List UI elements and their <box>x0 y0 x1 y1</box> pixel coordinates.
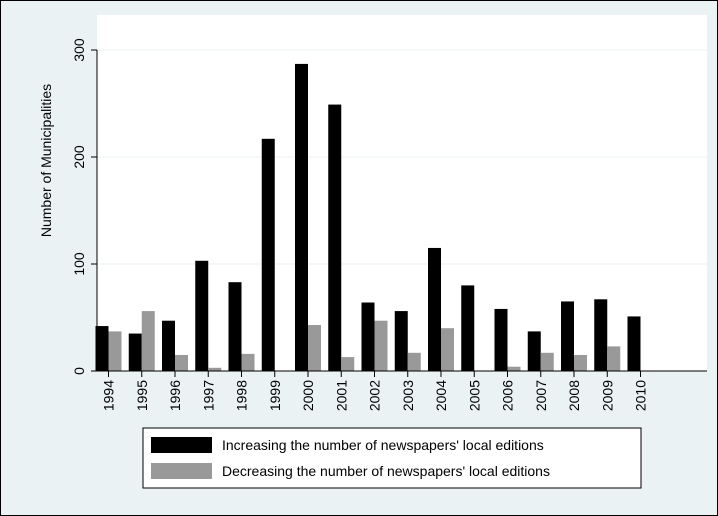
x-tick-label: 2004 <box>433 380 449 411</box>
bar-decreasing-1994 <box>108 331 122 371</box>
x-tick-label: 1995 <box>134 380 150 411</box>
bar-increasing-1997 <box>195 260 209 371</box>
bar-increasing-2003 <box>394 311 408 371</box>
axes: 0 100 200 300 1994 1995 1996 1997 1998 1999 2000 20… <box>71 38 707 411</box>
bar-decreasing-2007 <box>540 352 554 371</box>
x-tick-label: 2007 <box>533 380 549 411</box>
bar-decreasing-1997 <box>208 367 222 371</box>
bar-increasing-1996 <box>162 320 175 371</box>
bar-increasing-2010 <box>627 316 641 371</box>
bar-increasing-2000 <box>295 63 308 371</box>
legend-label: Increasing the number of newspapers' loc… <box>222 437 544 453</box>
x-tick-label: 1999 <box>267 380 283 411</box>
bar-decreasing-2001 <box>341 357 355 371</box>
bar-increasing-2007 <box>527 331 541 371</box>
legend-key <box>151 463 212 479</box>
bar-increasing-1999 <box>261 138 275 371</box>
x-tick-label: 2010 <box>633 380 649 411</box>
bar-increasing-2006 <box>494 308 508 371</box>
x-tick-label: 1994 <box>101 380 117 411</box>
bar-decreasing-2004 <box>441 328 454 371</box>
legend-label: Decreasing the number of newspapers' loc… <box>222 463 550 479</box>
bar-increasing-2008 <box>561 301 574 371</box>
bars <box>95 63 641 371</box>
bar-increasing-2002 <box>361 302 375 371</box>
bar-decreasing-2000 <box>308 324 321 371</box>
bar-decreasing-2006 <box>507 366 521 371</box>
x-tick-label: 2009 <box>599 380 615 411</box>
bar-decreasing-2002 <box>374 320 388 371</box>
y-tick-label: 300 <box>71 38 87 62</box>
x-tick-label: 1998 <box>234 380 250 411</box>
legend: Increasing the number of newspapers' loc… <box>142 427 642 489</box>
bar-increasing-1994 <box>95 326 109 371</box>
y-tick-label: 200 <box>71 145 87 169</box>
bar-decreasing-1996 <box>175 354 188 371</box>
x-tick-label: 1996 <box>167 380 183 411</box>
y-tick-label: 100 <box>71 252 87 276</box>
x-tick-label: 2001 <box>333 380 349 411</box>
bar-increasing-2004 <box>428 247 441 371</box>
y-tick-label: 0 <box>71 367 87 375</box>
x-tick-label: 2002 <box>367 380 383 411</box>
bar-increasing-2009 <box>594 299 608 371</box>
bar-increasing-1995 <box>128 333 142 371</box>
bar-decreasing-1998 <box>241 353 255 371</box>
bar-decreasing-1995 <box>141 311 155 371</box>
x-tick-label: 2005 <box>466 380 482 411</box>
x-tick-label: 2003 <box>400 380 416 411</box>
bar-increasing-2001 <box>328 104 342 371</box>
x-tick-label: 1997 <box>200 380 216 411</box>
legend-box <box>142 427 642 489</box>
bar-decreasing-2009 <box>607 346 621 371</box>
x-tick-label: 2006 <box>500 380 516 411</box>
bar-increasing-2005 <box>461 285 475 371</box>
y-axis-label: Number of Municipalities <box>38 84 54 237</box>
bar-decreasing-2003 <box>407 352 421 371</box>
x-tick-label: 2000 <box>300 380 316 411</box>
x-tick-label: 2008 <box>566 380 582 411</box>
bar-decreasing-2008 <box>574 354 587 371</box>
bar-increasing-1998 <box>228 282 242 371</box>
legend-key <box>151 437 212 453</box>
